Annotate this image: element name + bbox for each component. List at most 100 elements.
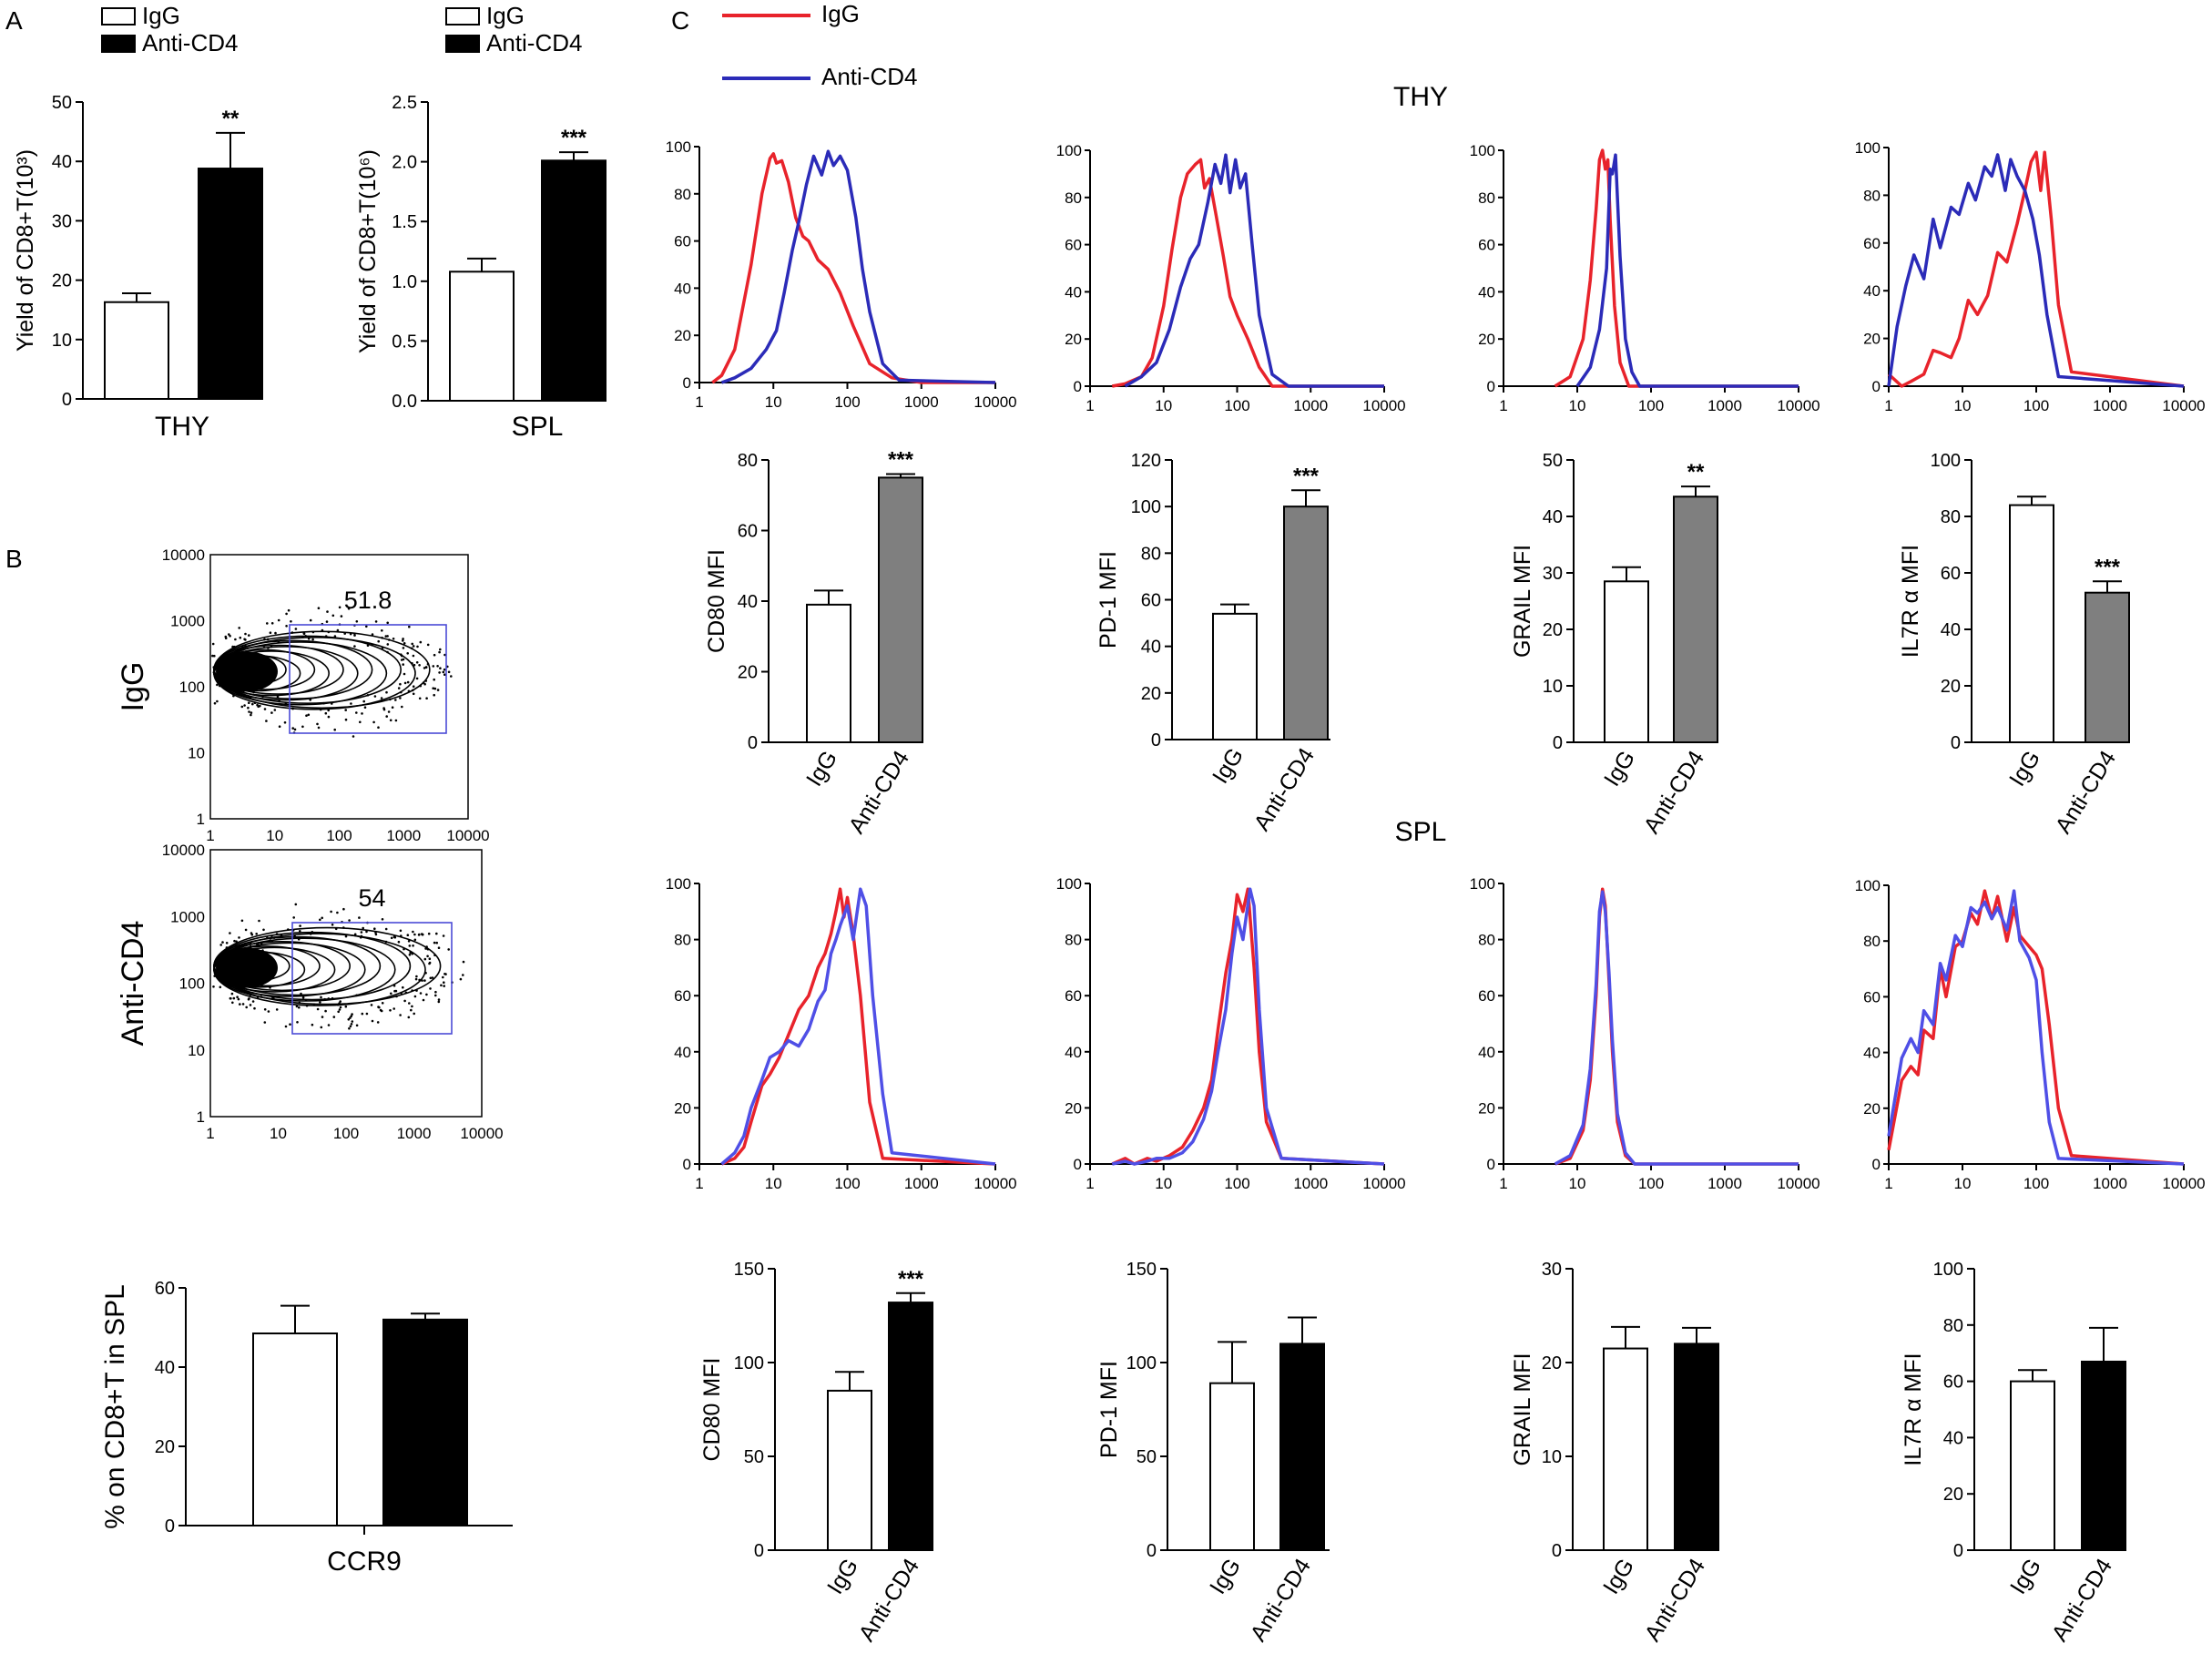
x-tick-label: 1000 xyxy=(1707,1175,1742,1192)
event-dot xyxy=(234,944,238,947)
event-dot xyxy=(226,675,229,679)
x-tick-label: 10 xyxy=(1155,397,1172,414)
y-tick-label: 1000 xyxy=(170,613,205,630)
y-tick-label: 80 xyxy=(1478,932,1495,949)
x-tick-label: 1000 xyxy=(904,393,939,411)
y-tick-label: 20 xyxy=(1065,1099,1082,1117)
event-dot xyxy=(351,1013,353,1016)
event-dot xyxy=(229,955,231,957)
event-dot xyxy=(235,683,238,686)
x-category-label: IgG xyxy=(1598,1554,1639,1598)
event-dot xyxy=(219,985,222,989)
event-dot xyxy=(324,635,328,638)
event-dot xyxy=(327,932,331,935)
event-dot xyxy=(243,638,246,641)
significance-marker: *** xyxy=(1293,464,1320,488)
event-dot xyxy=(394,719,398,722)
event-dot xyxy=(249,946,252,950)
y-tick-label: 60 xyxy=(1065,237,1082,254)
event-dot xyxy=(226,682,229,685)
bar-anti-cd4 xyxy=(382,1318,468,1527)
event-dot xyxy=(248,950,251,954)
plot-frame xyxy=(209,554,469,820)
event-dot xyxy=(267,647,270,649)
event-dot xyxy=(261,695,264,699)
event-dot xyxy=(231,965,234,967)
event-dot xyxy=(365,625,368,628)
event-dot xyxy=(413,938,417,942)
event-dot xyxy=(410,647,413,650)
y-tick-label: 60 xyxy=(1065,987,1082,1005)
event-dot xyxy=(353,634,356,637)
series-anti-cd4 xyxy=(1111,887,1385,1166)
event-dot xyxy=(421,979,423,982)
event-dot xyxy=(447,948,451,951)
event-dot xyxy=(221,941,224,944)
event-dot xyxy=(344,934,348,938)
y-tick-label: 40 xyxy=(1478,1044,1495,1061)
event-dot xyxy=(428,957,432,960)
event-dot xyxy=(426,662,430,666)
y-tick-label: 0 xyxy=(1487,1156,1495,1173)
x-tick-label: 10000 xyxy=(1362,1175,1405,1192)
x-tick-label: 1000 xyxy=(1707,397,1742,414)
series-anti-cd4 xyxy=(1554,890,1799,1166)
event-dot xyxy=(426,643,430,647)
event-dot xyxy=(424,679,428,682)
event-dot xyxy=(218,684,221,688)
event-dot xyxy=(361,1012,364,1016)
x-tick-label: 1 xyxy=(695,1175,703,1192)
x-tick-label: 10000 xyxy=(1777,1175,1820,1192)
y-tick-label: 10 xyxy=(1542,1447,1562,1467)
y-tick-label: 0 xyxy=(754,1541,764,1561)
y-tick-label: 10 xyxy=(1543,677,1563,697)
y-tick-label: 1 xyxy=(197,811,205,828)
event-dot xyxy=(301,725,304,729)
y-tick-label: 50 xyxy=(52,93,72,113)
legend-swatch-igg xyxy=(445,7,480,26)
event-dot xyxy=(406,680,410,684)
bar-anti-cd4 xyxy=(1673,495,1718,743)
event-dot xyxy=(216,699,219,703)
series-igg xyxy=(1887,150,2185,388)
event-dot xyxy=(443,981,445,984)
event-dot xyxy=(287,928,290,931)
y-tick-label: 40 xyxy=(1543,507,1563,527)
event-dot xyxy=(391,706,394,709)
event-dot xyxy=(229,666,231,669)
event-dot xyxy=(415,661,419,664)
event-dot xyxy=(238,978,240,982)
event-dot xyxy=(374,620,378,623)
event-dot xyxy=(319,708,322,711)
contour-core xyxy=(216,651,278,692)
y-tick-label: 10000 xyxy=(162,842,205,859)
event-dot xyxy=(235,940,238,943)
event-dot xyxy=(248,695,250,698)
y-tick-label: 0 xyxy=(683,374,691,392)
event-dot xyxy=(414,977,418,981)
x-tick-label: 100 xyxy=(2023,1175,2049,1192)
event-dot xyxy=(353,645,356,648)
event-dot xyxy=(408,1002,411,1005)
event-dot xyxy=(412,930,414,934)
event-dot xyxy=(244,632,247,636)
y-axis-label: Yield of CD8+T(10³) xyxy=(13,149,38,352)
event-dot xyxy=(393,989,396,993)
event-dot xyxy=(417,934,421,936)
event-dot xyxy=(234,638,237,641)
event-dot xyxy=(229,688,231,691)
event-dot xyxy=(397,687,401,689)
event-dot xyxy=(432,665,435,668)
event-dot xyxy=(225,946,229,949)
x-tick-label: 10000 xyxy=(460,1125,503,1142)
event-dot xyxy=(300,992,302,995)
event-dot xyxy=(250,713,252,717)
y-tick-label: 20 xyxy=(1863,1100,1881,1118)
event-dot xyxy=(229,996,232,1000)
event-dot xyxy=(350,1015,353,1017)
event-dot xyxy=(246,683,249,686)
plot-frame xyxy=(209,849,483,1118)
event-dot xyxy=(259,704,261,708)
legend-label-igg: IgG xyxy=(486,2,525,29)
